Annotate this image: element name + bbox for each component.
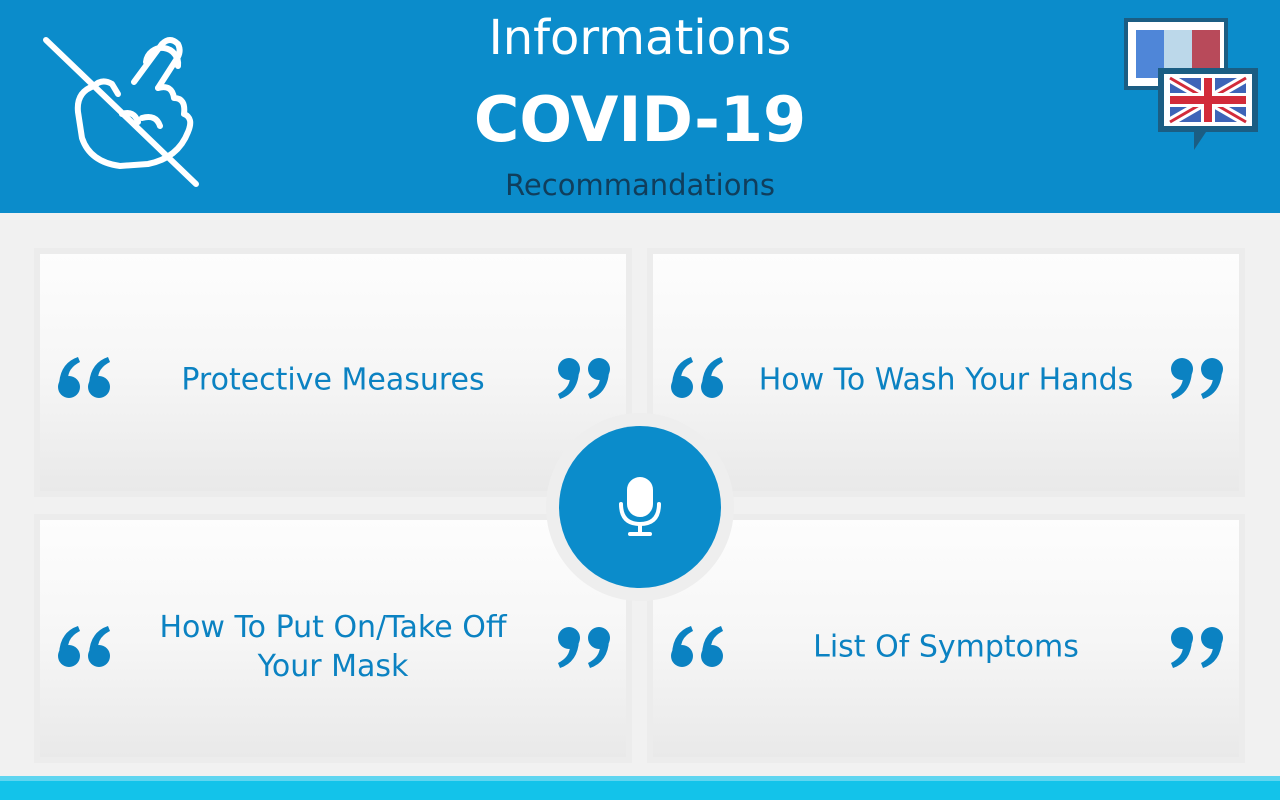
card-protective-measures[interactable]: Protective Measures	[34, 248, 632, 497]
language-flags-icon	[1124, 18, 1258, 150]
close-quote-icon	[1171, 358, 1223, 399]
close-quote-icon	[558, 358, 610, 399]
footer-bar-highlight	[0, 776, 1280, 781]
card-list-of-symptoms[interactable]: List Of Symptoms	[647, 514, 1245, 763]
card-how-to-put-on-take-off-your-mask[interactable]: How To Put On/Take Off Your Mask	[34, 514, 632, 763]
microphone-icon	[619, 477, 661, 536]
open-quote-icon	[58, 626, 110, 667]
open-quote-icon	[671, 357, 723, 398]
open-quote-icon	[58, 357, 110, 398]
title-covid-19: COVID-19	[473, 83, 807, 156]
voice-input-button[interactable]	[559, 426, 721, 588]
card-label: How To Put On/Take Off Your Mask	[159, 610, 507, 684]
card-label: List Of Symptoms	[813, 629, 1079, 665]
subtitle-recommandations: Recommandations	[505, 168, 775, 202]
card-how-to-wash-your-hands[interactable]: How To Wash Your Hands	[647, 248, 1245, 497]
close-quote-icon	[558, 627, 610, 668]
language-switch-button[interactable]	[1124, 18, 1264, 158]
card-label: Protective Measures	[181, 362, 485, 398]
card-label: How To Wash Your Hands	[758, 362, 1134, 398]
title-informations: Informations	[488, 10, 792, 66]
no-touch-hand-icon	[38, 22, 208, 197]
close-quote-icon	[1171, 627, 1223, 668]
footer-bar	[0, 781, 1280, 800]
app-header: Informations COVID-19 Recommandations	[0, 0, 1280, 213]
open-quote-icon	[671, 626, 723, 667]
